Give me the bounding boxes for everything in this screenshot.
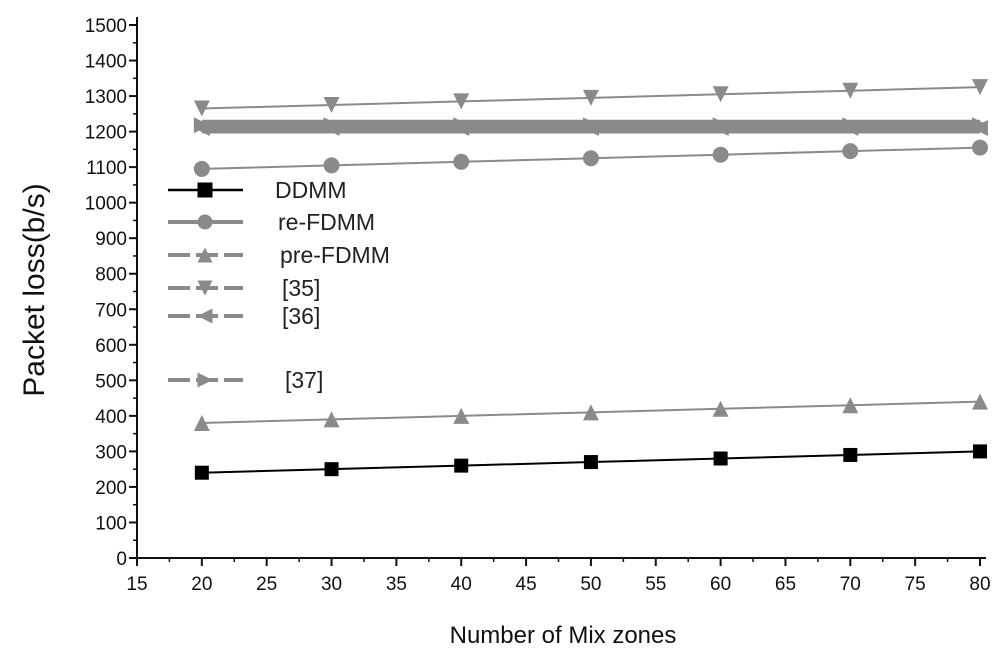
data-point — [323, 96, 340, 113]
legend: DDMM re-FDMM pre-FDMM [35][36] [37] — [168, 177, 390, 393]
x-axis-title: Number of Mix zones — [450, 622, 677, 649]
legend-marker — [197, 280, 213, 296]
y-tick-label: 400 — [95, 407, 127, 428]
legend-marker — [197, 308, 213, 324]
data-point — [193, 414, 210, 431]
x-tick-label: 40 — [451, 574, 472, 595]
legend-marker — [197, 214, 213, 230]
data-point — [712, 146, 729, 163]
data-point — [842, 143, 859, 160]
x-tick-label: 25 — [256, 574, 277, 595]
y-tick-label: 200 — [95, 478, 127, 499]
data-point — [582, 404, 599, 421]
x-tick-label: 50 — [580, 574, 601, 595]
y-tick-label: 1100 — [86, 158, 127, 179]
data-point — [193, 160, 210, 177]
data-point — [972, 393, 988, 410]
legend-item: DDMM — [168, 177, 347, 203]
x-tick-label: 55 — [645, 574, 666, 595]
data-point — [453, 117, 470, 134]
y-tick-label: 1300 — [85, 87, 127, 108]
legend-marker — [197, 182, 213, 198]
data-point — [973, 444, 987, 459]
data-point — [453, 153, 470, 170]
data-point — [583, 455, 598, 470]
data-point — [324, 462, 339, 477]
data-point — [582, 89, 599, 106]
y-tick-label: 500 — [95, 371, 127, 392]
x-tick-label: 45 — [516, 574, 537, 595]
legend-item: [35] — [168, 275, 320, 301]
data-point — [972, 117, 988, 134]
legend-item: [37] — [168, 367, 323, 393]
series-3 — [193, 393, 988, 431]
y-tick-label: 300 — [95, 442, 127, 463]
x-tick-label: 60 — [710, 574, 731, 595]
y-tick-label: 0 — [116, 549, 127, 570]
data-point — [453, 407, 470, 424]
y-tick-label: 900 — [95, 229, 127, 250]
data-point — [453, 93, 470, 110]
x-tick-label: 70 — [840, 574, 861, 595]
data-point — [842, 397, 859, 414]
plot-area — [193, 79, 988, 480]
data-point — [582, 150, 599, 167]
legend-item: [36] — [168, 303, 320, 329]
data-point — [582, 117, 599, 134]
x-tick-label: 30 — [321, 574, 342, 595]
data-point — [323, 157, 340, 174]
y-tick-label: 1200 — [85, 123, 127, 144]
y-tick-label: 1400 — [85, 52, 127, 73]
data-point — [712, 86, 729, 103]
data-point — [323, 117, 340, 134]
data-point — [194, 465, 209, 480]
y-tick-label: 700 — [95, 300, 127, 321]
series-1 — [194, 444, 987, 480]
legend-label: pre-FDMM — [280, 242, 390, 268]
x-tick-label: 20 — [191, 574, 212, 595]
data-point — [193, 117, 210, 134]
axes: 0 100 200 300 400 500 600 700 800 900 1000 1100 1200… — [85, 16, 991, 595]
data-point — [842, 117, 859, 134]
x-tick-label: 15 — [126, 574, 147, 595]
data-point — [972, 79, 988, 96]
x-tick-label: 80 — [969, 574, 990, 595]
data-point — [712, 117, 729, 134]
y-tick-label: 600 — [95, 336, 127, 357]
legend-item: re-FDMM — [168, 209, 375, 235]
x-tick-label: 35 — [386, 574, 407, 595]
y-tick-label: 800 — [95, 265, 127, 286]
y-axis-title: Packet loss(b/s) — [18, 183, 51, 396]
legend-label: re-FDMM — [278, 209, 375, 235]
data-point — [193, 100, 210, 117]
legend-label: DDMM — [275, 177, 347, 203]
data-point — [972, 139, 988, 156]
data-point — [842, 82, 859, 99]
data-point — [713, 451, 728, 466]
data-point — [843, 447, 858, 462]
y-tick-label: 1000 — [85, 194, 127, 215]
y-tick-label: 100 — [95, 513, 127, 534]
data-point — [712, 400, 729, 417]
x-tick-label: 75 — [905, 574, 926, 595]
series-2 — [193, 139, 988, 177]
x-tick-label: 65 — [775, 574, 796, 595]
legend-label: [36] — [282, 303, 320, 329]
series-6 — [193, 117, 988, 134]
legend-marker — [197, 247, 213, 263]
y-tick-label: 1500 — [85, 16, 127, 37]
data-point — [454, 458, 469, 473]
series-4 — [193, 79, 988, 117]
data-point — [323, 411, 340, 428]
legend-label: [35] — [282, 275, 320, 301]
legend-item: pre-FDMM — [168, 242, 390, 268]
legend-label: [37] — [285, 367, 323, 393]
legend-marker — [197, 372, 213, 388]
